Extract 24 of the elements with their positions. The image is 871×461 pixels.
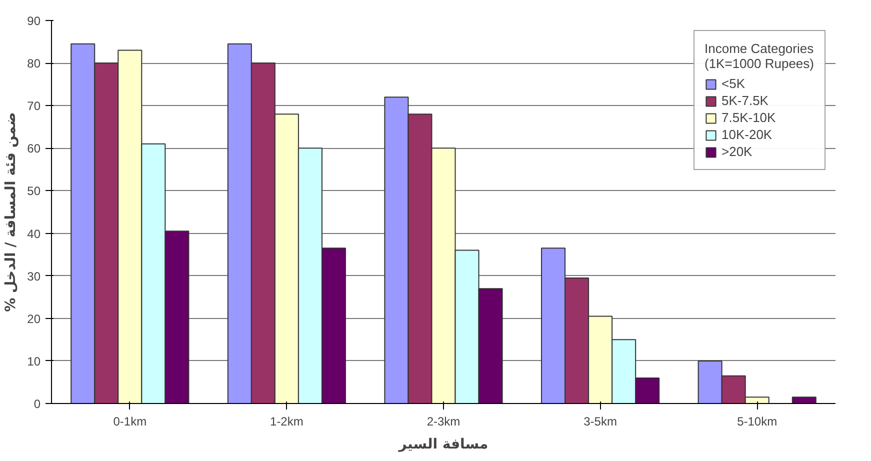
bar <box>792 396 816 404</box>
y-tick-label: 10 <box>27 354 41 368</box>
legend-label: 7.5K-10K <box>722 110 776 125</box>
y-tick-label: 40 <box>27 226 41 241</box>
y-tick-label: 30 <box>27 269 41 284</box>
y-tick-label: 90 <box>27 14 41 28</box>
y-tick-label: 20 <box>27 312 41 326</box>
x-axis-title: مسافة السير <box>398 436 488 452</box>
y-tick-label: 60 <box>27 142 41 156</box>
y-tick-label: 50 <box>27 184 41 198</box>
y-tick-label: 70 <box>27 99 41 114</box>
legend-title: Income Categories (1K=1000 Rupees) <box>704 41 814 71</box>
x-tick-label: 2-3km <box>426 414 460 428</box>
x-tick-label: 5-10km <box>737 414 778 428</box>
x-tick-label: 0-1km <box>113 414 147 428</box>
legend-label: <5K <box>722 76 745 91</box>
x-tick-label: 3-5km <box>584 414 617 428</box>
x-tick-label: 1-2km <box>270 414 304 428</box>
y-tick-label: 0 <box>34 397 41 411</box>
y-tick-label: 80 <box>27 56 41 71</box>
legend-label: >20K <box>722 144 752 159</box>
legend-label: 5K-7.5K <box>722 93 768 108</box>
legend-label: 10K-20K <box>722 127 772 142</box>
y-axis-title: % ضمن فئة المسافة / الدخل <box>3 112 20 312</box>
